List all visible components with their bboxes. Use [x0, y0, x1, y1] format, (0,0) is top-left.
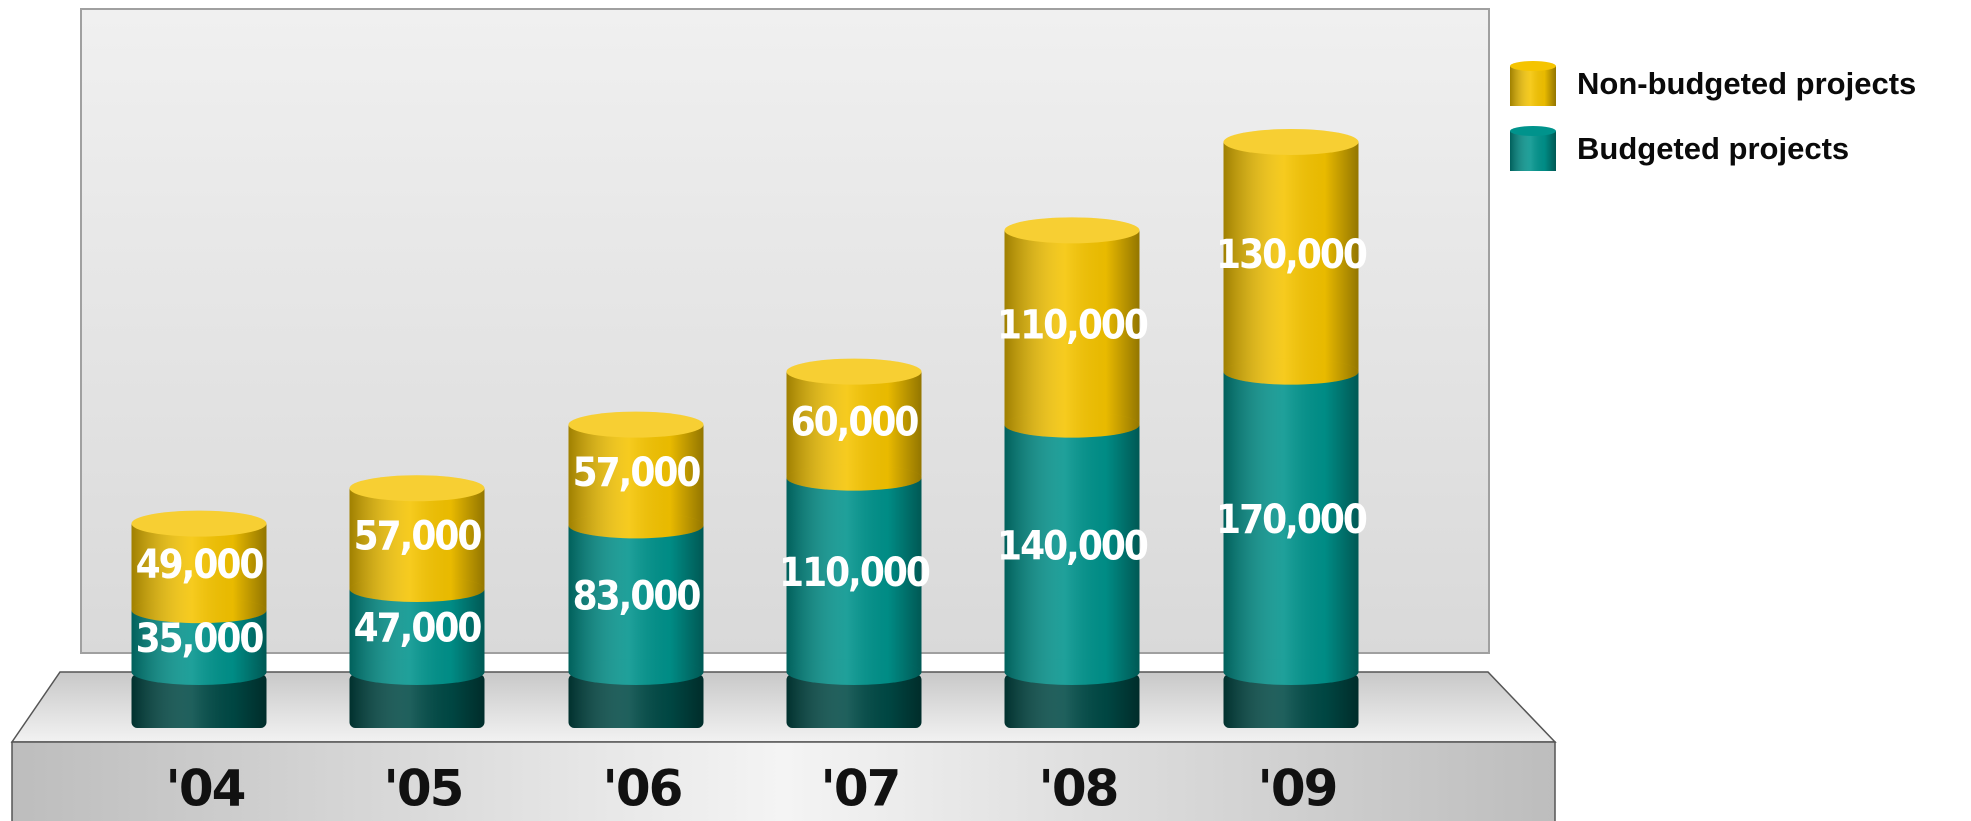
bar-curve-shade	[786, 659, 922, 685]
x-tick-label: '07	[821, 760, 900, 818]
bar-curve-shade	[786, 464, 922, 491]
value-label: 47,000	[354, 605, 482, 651]
bar-top	[568, 411, 704, 438]
bar-shade	[1223, 371, 1359, 672]
bar-curve-shade	[349, 575, 485, 602]
value-label: 110,000	[997, 303, 1148, 349]
bar-shade	[786, 371, 922, 478]
bar-top	[786, 358, 922, 385]
bar-shade	[568, 424, 704, 526]
value-label: 170,000	[1216, 497, 1367, 543]
value-label: 130,000	[1216, 232, 1367, 278]
value-label: 35,000	[136, 616, 264, 662]
value-label: 57,000	[354, 514, 482, 560]
bar-top-highlight	[131, 510, 267, 537]
bar-curve-shade	[131, 597, 267, 624]
legend-swatch-shade	[1510, 66, 1556, 106]
x-tick-label: '04	[166, 760, 245, 818]
bar-shade	[568, 525, 704, 672]
x-tick-label: '05	[384, 760, 463, 818]
bar-shade	[349, 588, 485, 672]
bar-curve-shade	[568, 512, 704, 539]
x-tick-label: '06	[603, 760, 682, 818]
bar-curve-shade	[1223, 358, 1359, 385]
bar-reflection-shade	[786, 674, 922, 728]
bar-shade	[786, 477, 922, 672]
legend-swatch-top	[1510, 126, 1556, 136]
value-label: 83,000	[573, 574, 701, 620]
bar-curve-shade	[1223, 659, 1359, 685]
bar-curve-shade	[1004, 411, 1140, 438]
bar-shade	[349, 488, 485, 589]
bar-reflection-shade	[349, 674, 485, 728]
x-tick-label: '09	[1258, 760, 1337, 818]
bar-top-highlight	[1223, 129, 1359, 155]
bar-shade	[131, 523, 267, 611]
value-label: 57,000	[573, 450, 701, 496]
bar-top-highlight	[1004, 217, 1140, 244]
bar-curve-shade	[131, 659, 267, 685]
value-label: 49,000	[136, 542, 264, 588]
bar-shade	[1004, 230, 1140, 425]
bar-curve-shade	[349, 659, 485, 685]
bar-curve-shade	[1004, 659, 1140, 685]
bar-top-highlight	[786, 358, 922, 385]
value-label: 110,000	[779, 550, 930, 596]
legend-label: Non-budgeted projects	[1577, 66, 1916, 101]
bar-curve-shade	[568, 659, 704, 685]
bar-top	[1004, 217, 1140, 244]
bar-top-highlight	[349, 475, 485, 502]
bar-shade	[1223, 142, 1359, 372]
bar-shade	[1004, 424, 1140, 672]
bar-reflection-shade	[1004, 674, 1140, 728]
legend-swatch-shade	[1510, 131, 1556, 171]
bar-top	[1223, 129, 1359, 155]
bar-reflection-shade	[131, 674, 267, 728]
bar-reflection-shade	[568, 674, 704, 728]
bar-top	[131, 510, 267, 537]
value-label: 140,000	[997, 523, 1148, 569]
bar-top-highlight	[568, 411, 704, 438]
bar-reflection-shade	[1223, 674, 1359, 728]
value-label: 60,000	[791, 400, 919, 446]
legend-swatch-top	[1510, 61, 1556, 71]
bar-top	[349, 475, 485, 502]
floor-front	[11, 741, 1556, 821]
x-tick-label: '08	[1039, 760, 1118, 818]
legend-label: Budgeted projects	[1577, 131, 1849, 166]
